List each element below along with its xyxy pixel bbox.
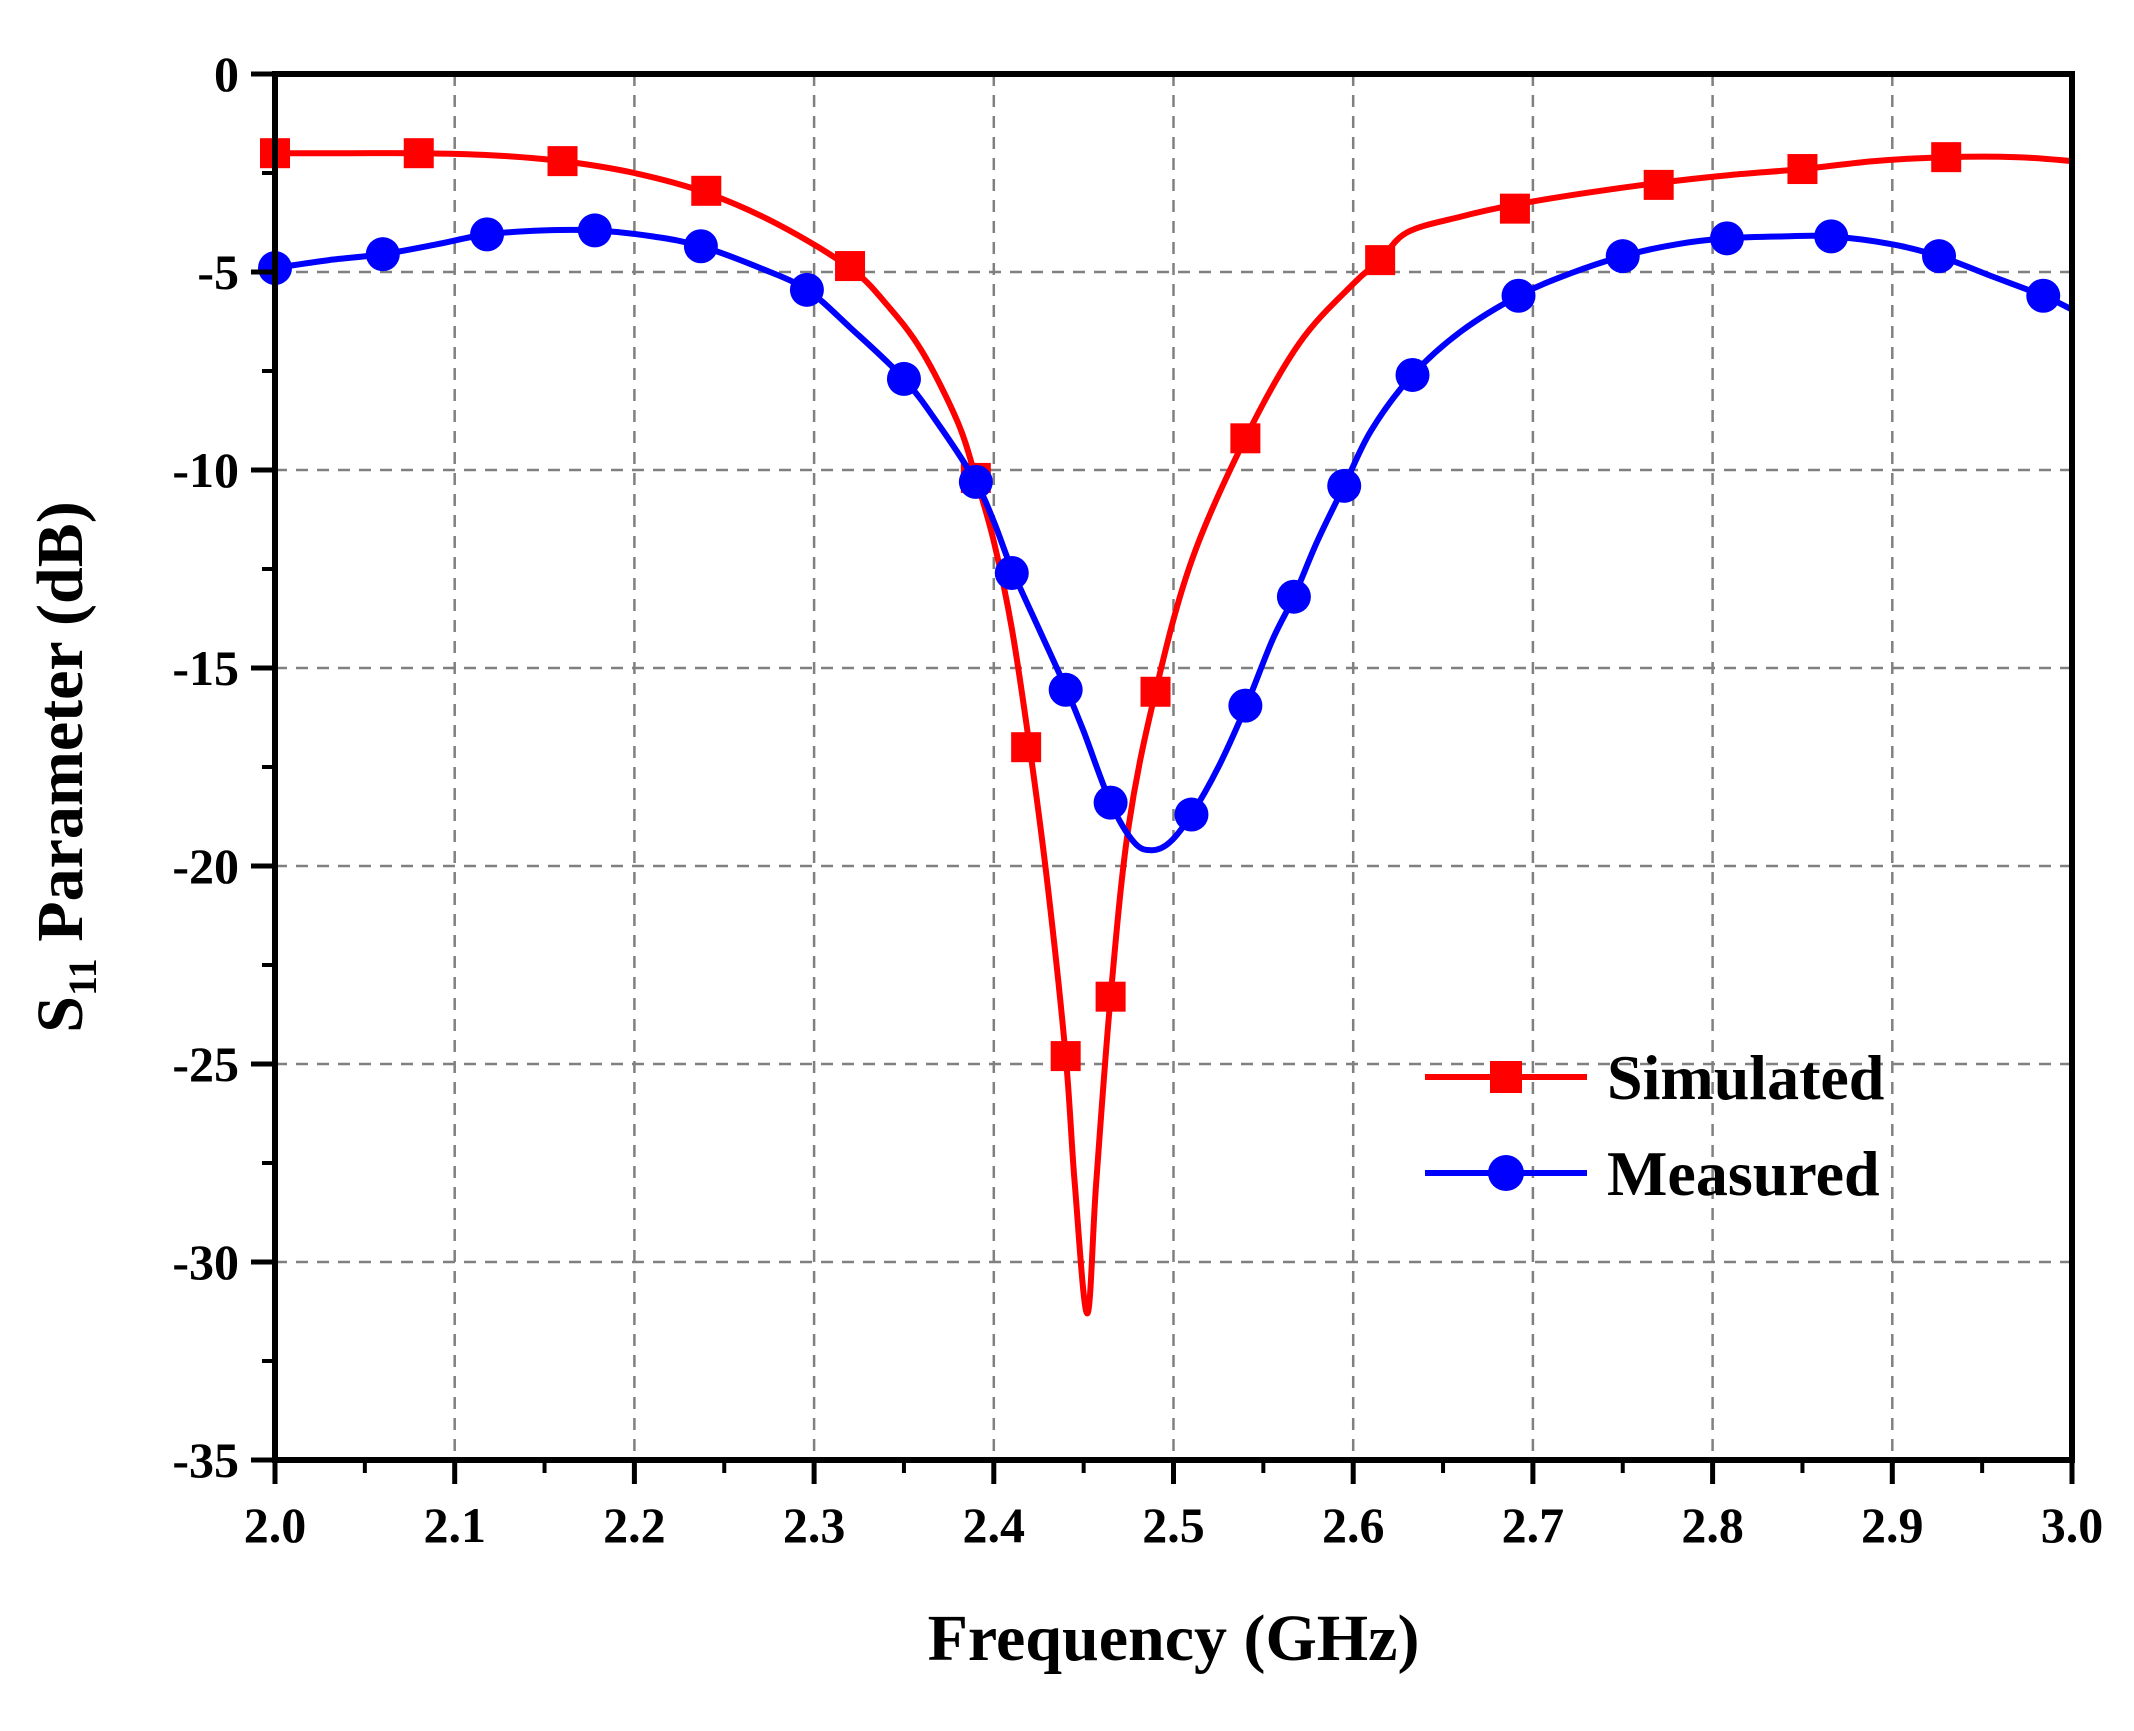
x-tick-label: 3.0 <box>2041 1497 2104 1553</box>
measured-marker <box>1814 219 1849 254</box>
x-tick-label: 2.9 <box>1861 1497 1924 1553</box>
plot-series <box>258 138 2075 1317</box>
measured-marker <box>470 217 505 252</box>
measured-marker <box>1093 785 1128 820</box>
legend: Simulated Measured <box>1425 1042 1884 1209</box>
y-tick-label: -15 <box>172 640 239 696</box>
measured-marker <box>789 272 824 307</box>
simulated-marker <box>1140 676 1171 707</box>
simulated-marker <box>1365 245 1396 276</box>
y-tick-label: -35 <box>172 1432 239 1488</box>
measured-marker <box>1605 239 1640 274</box>
simulated-marker <box>1931 142 1962 173</box>
y-tick-label: -10 <box>172 442 239 498</box>
legend-label-simulated: Simulated <box>1607 1042 1884 1113</box>
y-tick-label: 0 <box>214 46 239 102</box>
simulated-marker <box>1787 154 1818 185</box>
tick-labels: 2.0 2.1 2.2 2.3 2.4 2.5 2.6 2.7 2.8 2.9 3.0 0 -5 -10 -… <box>172 46 2103 1553</box>
y-tick-label: -30 <box>172 1234 239 1290</box>
y-axis-title: S11 Parameter (dB) <box>24 501 105 1032</box>
simulated-marker <box>835 251 866 282</box>
measured-marker <box>1327 468 1362 503</box>
simulated-marker <box>1643 169 1674 200</box>
x-tick-label: 2.3 <box>783 1497 846 1553</box>
measured-marker <box>683 229 718 264</box>
measured-marker <box>1048 672 1083 707</box>
x-tick-label: 2.5 <box>1142 1497 1205 1553</box>
x-tick-label: 2.0 <box>244 1497 307 1553</box>
y-tick-label: -5 <box>197 244 239 300</box>
measured-marker <box>886 361 921 396</box>
x-tick-label: 2.7 <box>1502 1497 1565 1553</box>
simulated-marker <box>1050 1041 1081 1072</box>
measured-marker <box>1228 688 1263 723</box>
measured-marker <box>1174 797 1209 832</box>
x-tick-label: 2.6 <box>1322 1497 1385 1553</box>
x-tick-label: 2.4 <box>963 1497 1026 1553</box>
measured-marker <box>577 213 612 248</box>
measured-marker <box>958 464 993 499</box>
axis-ticks <box>251 71 2075 1484</box>
simulated-marker <box>1011 732 1042 763</box>
svg-text:S11 Parameter (dB): S11 Parameter (dB) <box>24 501 105 1032</box>
measured-marker <box>2026 278 2061 313</box>
simulated-line <box>272 150 2075 1317</box>
measured-marker <box>1709 221 1744 256</box>
measured-marker <box>365 237 400 272</box>
simulated-marker <box>1230 423 1261 454</box>
legend-marker-simulated <box>1490 1061 1522 1093</box>
simulated-marker <box>1095 981 1126 1012</box>
y-axis-title-s: S <box>24 996 97 1033</box>
measured-marker <box>1276 579 1311 614</box>
simulated-marker <box>1499 193 1530 224</box>
measured-marker <box>1922 239 1957 274</box>
x-tick-label: 2.1 <box>423 1497 486 1553</box>
measured-marker <box>994 555 1029 590</box>
x-tick-label: 2.2 <box>603 1497 666 1553</box>
legend-marker-measured <box>1488 1155 1524 1191</box>
y-tick-label: -20 <box>172 838 239 894</box>
y-tick-label: -25 <box>172 1036 239 1092</box>
x-axis-title: Frequency (GHz) <box>928 1602 1420 1675</box>
measured-marker <box>1395 357 1430 392</box>
simulated-marker <box>547 146 578 177</box>
simulated-marker <box>403 138 434 169</box>
y-axis-title-subscript: 11 <box>60 958 105 996</box>
measured-marker <box>1501 278 1536 313</box>
simulated-marker <box>691 175 722 206</box>
legend-label-measured: Measured <box>1607 1138 1880 1209</box>
y-axis-title-rest: Parameter (dB) <box>24 501 97 958</box>
x-tick-label: 2.8 <box>1681 1497 1744 1553</box>
